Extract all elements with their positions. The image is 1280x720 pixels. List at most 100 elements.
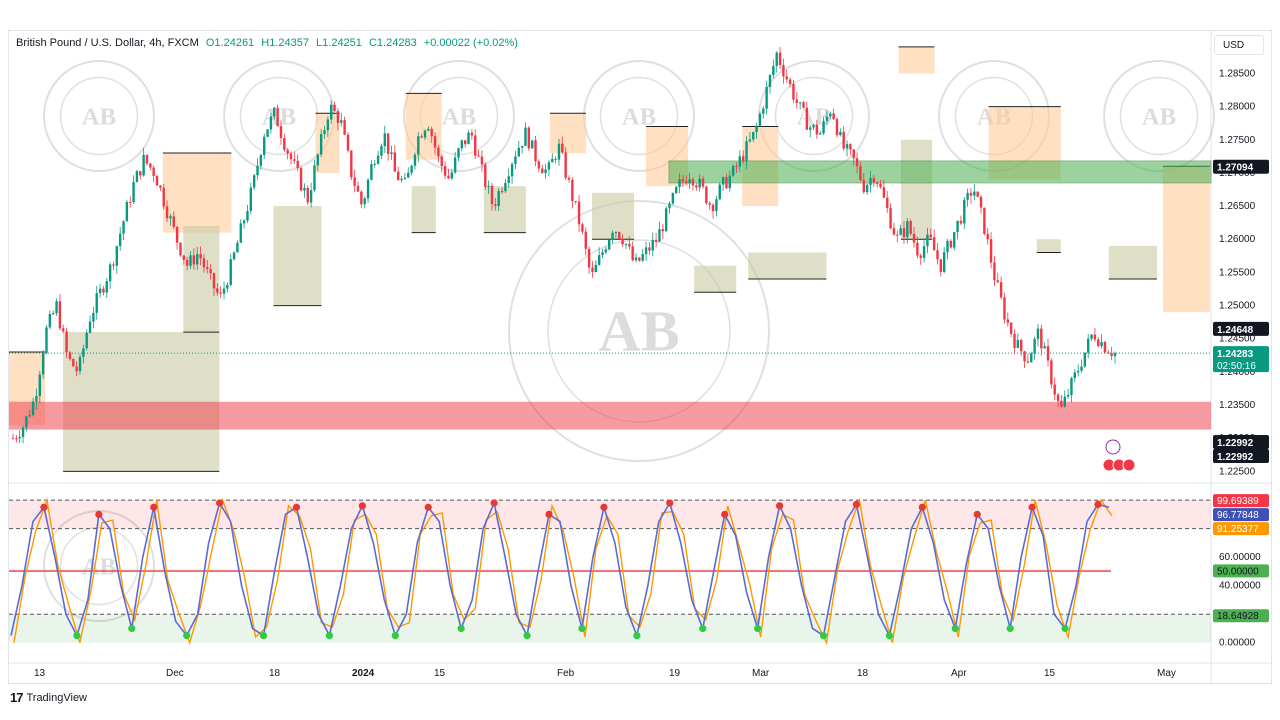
overbought-dot bbox=[1094, 500, 1102, 509]
candle-body bbox=[189, 255, 192, 266]
oversold-dot bbox=[457, 624, 465, 633]
oscillator-main-line bbox=[10, 500, 1110, 639]
oversold-dot bbox=[183, 631, 191, 640]
oversold-dot bbox=[633, 631, 641, 640]
chart-svg[interactable]: ABABABABABABABABAB1.290001.285001.280001… bbox=[9, 31, 1271, 683]
candle-body bbox=[792, 83, 795, 100]
currency-button[interactable]: USD bbox=[1214, 35, 1264, 55]
overbought-dot bbox=[1028, 503, 1036, 511]
low-price-label-2-bg bbox=[1213, 449, 1269, 463]
candle-body bbox=[798, 102, 802, 104]
candle-body bbox=[58, 301, 62, 329]
candle-body bbox=[199, 254, 202, 259]
demand-zone-box bbox=[483, 186, 526, 233]
candle-body bbox=[386, 133, 390, 154]
candle-body bbox=[865, 184, 869, 193]
candle-body bbox=[152, 167, 155, 176]
candle-body bbox=[1009, 322, 1013, 334]
candle-body bbox=[51, 313, 55, 315]
candle-body bbox=[979, 196, 983, 208]
candle-body bbox=[748, 139, 752, 142]
candle-body bbox=[15, 438, 18, 440]
candle-body bbox=[742, 156, 745, 162]
time-tick-label: May bbox=[1157, 668, 1176, 679]
overbought-dot bbox=[216, 499, 224, 507]
osc-value-label: 18.64928 bbox=[1217, 611, 1259, 622]
tradingview-brand[interactable]: 17 TradingView bbox=[10, 690, 87, 705]
candle-body bbox=[862, 179, 865, 193]
high-value: H1.24357 bbox=[261, 37, 309, 49]
candle-body bbox=[661, 229, 665, 232]
candle-body bbox=[1043, 346, 1046, 349]
candle-body bbox=[1026, 361, 1030, 363]
candle-body bbox=[222, 288, 226, 294]
candle-body bbox=[175, 226, 179, 243]
high-price-label-bg bbox=[1213, 321, 1269, 336]
candle-body bbox=[319, 134, 323, 155]
osc-value-label: 99.69389 bbox=[1217, 496, 1259, 507]
candle-body bbox=[487, 185, 490, 187]
candle-body bbox=[949, 240, 953, 248]
candle-body bbox=[557, 143, 561, 160]
osc-tick-label: 0.00000 bbox=[1219, 638, 1256, 649]
candle-body bbox=[340, 120, 343, 123]
candle-body bbox=[805, 107, 809, 130]
candle-body bbox=[638, 257, 641, 261]
price-tick-label: 1.23500 bbox=[1219, 400, 1256, 411]
candle-body bbox=[494, 204, 497, 207]
candle-body bbox=[701, 178, 705, 187]
price-tick-label: 1.25000 bbox=[1219, 301, 1256, 312]
candle-body bbox=[62, 328, 65, 332]
candle-body bbox=[463, 140, 467, 145]
watermark-inner-ring bbox=[599, 76, 679, 156]
candle-body bbox=[752, 131, 755, 140]
oversold-dot bbox=[325, 631, 334, 640]
candle-body bbox=[276, 107, 279, 127]
candle-body bbox=[624, 243, 628, 245]
demand-zone-box bbox=[694, 265, 737, 293]
time-tick-label: Dec bbox=[166, 668, 184, 679]
oversold-dot bbox=[578, 624, 586, 633]
candle-body bbox=[21, 427, 25, 438]
candle-body bbox=[477, 155, 480, 157]
candle-body bbox=[313, 165, 316, 191]
close-value: C1.24283 bbox=[368, 37, 417, 49]
candle-body bbox=[611, 232, 614, 240]
candle-body bbox=[266, 129, 269, 137]
candle-body bbox=[993, 262, 996, 281]
last-price-label-bg bbox=[1213, 346, 1269, 373]
candle-body bbox=[581, 224, 584, 232]
candle-body bbox=[457, 148, 460, 158]
candle-body bbox=[601, 252, 604, 256]
candle-body bbox=[1107, 352, 1110, 354]
watermark-ring bbox=[508, 200, 770, 462]
candle-body bbox=[926, 234, 929, 247]
candle-body bbox=[835, 119, 839, 136]
symbol-title[interactable]: British Pound / U.S. Dollar, 4h, FXCM bbox=[16, 37, 199, 49]
countdown-label: 02:50:16 bbox=[1217, 361, 1256, 372]
candle-body bbox=[326, 119, 330, 131]
resistance-zone bbox=[668, 160, 1212, 184]
candle-body bbox=[651, 239, 654, 251]
candle-body bbox=[447, 175, 450, 179]
candle-body bbox=[845, 144, 849, 149]
osc-value-label-bg bbox=[1213, 564, 1269, 578]
overbought-dot bbox=[776, 502, 784, 510]
candle-body bbox=[815, 124, 819, 135]
candle-body bbox=[72, 358, 75, 367]
candle-body bbox=[31, 401, 35, 416]
candle-body bbox=[584, 231, 587, 249]
time-tick-label: 18 bbox=[269, 668, 281, 679]
candle-body bbox=[1036, 328, 1040, 339]
candle-body bbox=[735, 165, 738, 167]
candle-body bbox=[514, 156, 517, 165]
candle-body bbox=[561, 143, 564, 153]
candle-body bbox=[527, 127, 531, 149]
candle-body bbox=[855, 158, 859, 167]
candle-body bbox=[55, 301, 58, 314]
candle-body bbox=[1030, 353, 1033, 363]
oversold-dot bbox=[951, 624, 959, 633]
candle-body bbox=[963, 199, 966, 224]
candle-body bbox=[393, 152, 397, 172]
candle-body bbox=[510, 164, 514, 177]
